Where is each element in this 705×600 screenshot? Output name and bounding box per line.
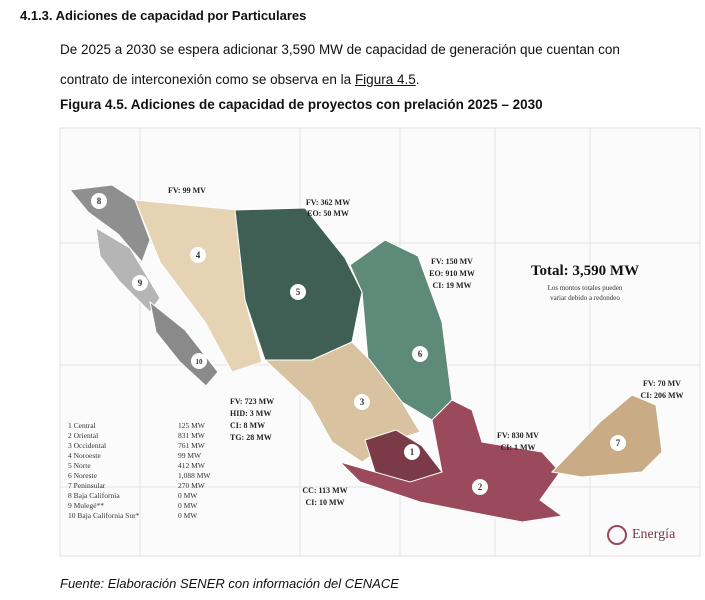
legend-name: 4 Noroeste [68,451,101,460]
legend-name: 3 Occidental [68,441,106,450]
region-marker-2: 2 [472,479,488,495]
annotation-line: FV: 723 MW [230,397,274,406]
region-marker-3: 3 [354,394,370,410]
legend-table: 1 Central 125 MW 2 Oriental 831 MW 3 Occiden… [68,421,211,520]
legend-value: 99 MW [178,451,202,460]
region-marker-9: 9 [132,275,148,291]
annotation-line: CI: 19 MW [432,281,471,290]
legend-name: 8 Baja California [68,491,120,500]
annotation-peninsular: FV: 70 MV CI: 206 MW [640,379,683,400]
legend-value: 125 MW [178,421,206,430]
region-marker-4: 4 [190,247,206,263]
legend-name: 9 Mulegé** [68,501,104,510]
region-number: 8 [97,196,102,206]
legend-value: 761 MW [178,441,206,450]
figure-link[interactable]: Figura 4.5 [354,72,416,87]
annotation-oriental: FV: 830 MV CI: 1 MW [497,431,539,452]
annotation-line: CI: 206 MW [640,391,683,400]
note-line-1: Los montos totales pueden [548,284,623,292]
legend-name: 2 Oriental [68,431,98,440]
legend-name: 7 Peninsular [68,481,106,490]
annotation-norte: FV: 362 MW EO: 50 MW [306,198,350,218]
region-number: 2 [478,482,483,492]
region-number: 9 [138,278,143,288]
figure-caption: Fuente: Elaboración SENER con informació… [60,576,399,591]
legend-name: 10 Baja California Sur* [68,511,140,520]
annotation-line: FV: 150 MV [431,257,473,266]
region-marker-8: 8 [91,193,107,209]
annotation-noreste: FV: 150 MV EO: 910 MW CI: 19 MW [429,257,475,290]
annotation-line: EO: 910 MW [429,269,475,278]
region-baja-california [69,184,151,263]
region-marker-1: 1 [404,444,420,460]
annotation-line: FV: 830 MV [497,431,539,440]
region-number: 4 [196,250,201,260]
annotation-occidental: FV: 723 MW HID: 3 MW CI: 8 MW TG: 28 MW [230,397,274,442]
figure-title: Figura 4.5. Adiciones de capacidad de pr… [60,97,543,112]
region-number: 1 [410,447,415,457]
legend-value: 0 MW [178,511,198,520]
paragraph-line-1: De 2025 a 2030 se espera adicionar 3,590… [60,42,620,57]
region-markers: 1 2 3 4 5 6 7 8 9 10 [91,193,626,495]
region-number: 3 [360,397,365,407]
legend-value: 0 MW [178,491,198,500]
legend-value: 412 MW [178,461,206,470]
region-central [364,429,443,483]
annotation-line: CI: 8 MW [230,421,265,430]
annotations: FV: 99 MV FV: 362 MW EO: 50 MW FV: 150 MV… [168,186,684,507]
region-marker-10: 10 [191,353,207,369]
paragraph-line-2: contrato de interconexión como se observ… [60,72,420,87]
annotation-line: EO: 50 MW [307,209,349,218]
annotation-central: CC: 113 MW CI: 10 MW [302,486,347,507]
region-occidental [263,341,421,463]
legend-value: 1,088 MW [178,471,211,480]
annotation-line: FV: 70 MV [643,379,681,388]
region-number: 6 [418,349,423,359]
region-number: 5 [296,287,301,297]
annotation-noroeste: FV: 99 MV [168,186,206,195]
annotation-line: CC: 113 MW [302,486,347,495]
logo-text: Energía [632,527,676,542]
energia-logo: Energía [607,525,676,545]
legend-value: 270 MW [178,481,206,490]
annotation-line: HID: 3 MW [230,409,271,418]
paragraph-end: . [415,72,420,87]
note-line-2: variar debido a redondeo [550,294,620,302]
region-mulege [95,227,161,313]
annotation-line: FV: 362 MW [306,198,350,207]
legend-value: 0 MW [178,501,198,510]
region-oriental [338,399,564,523]
paragraph-text: contrato de interconexión como se observ… [60,72,355,87]
region-number: 7 [616,438,621,448]
region-marker-5: 5 [290,284,306,300]
region-number: 10 [196,358,204,366]
region-marker-7: 7 [610,435,626,451]
section-heading: 4.1.3. Adiciones de capacidad por Partic… [20,8,307,23]
legend-name: 1 Central [68,421,96,430]
region-marker-6: 6 [412,346,428,362]
legend-name: 5 Norte [68,461,91,470]
total-label: Total: 3,590 MW [531,263,639,279]
annotation-line: CI: 10 MW [305,498,344,507]
legend-value: 831 MW [178,431,206,440]
legend-name: 6 Noreste [68,471,98,480]
annotation-line: CI: 1 MW [500,443,535,452]
region-peninsular [550,394,663,478]
annotation-line: TG: 28 MW [230,433,272,442]
